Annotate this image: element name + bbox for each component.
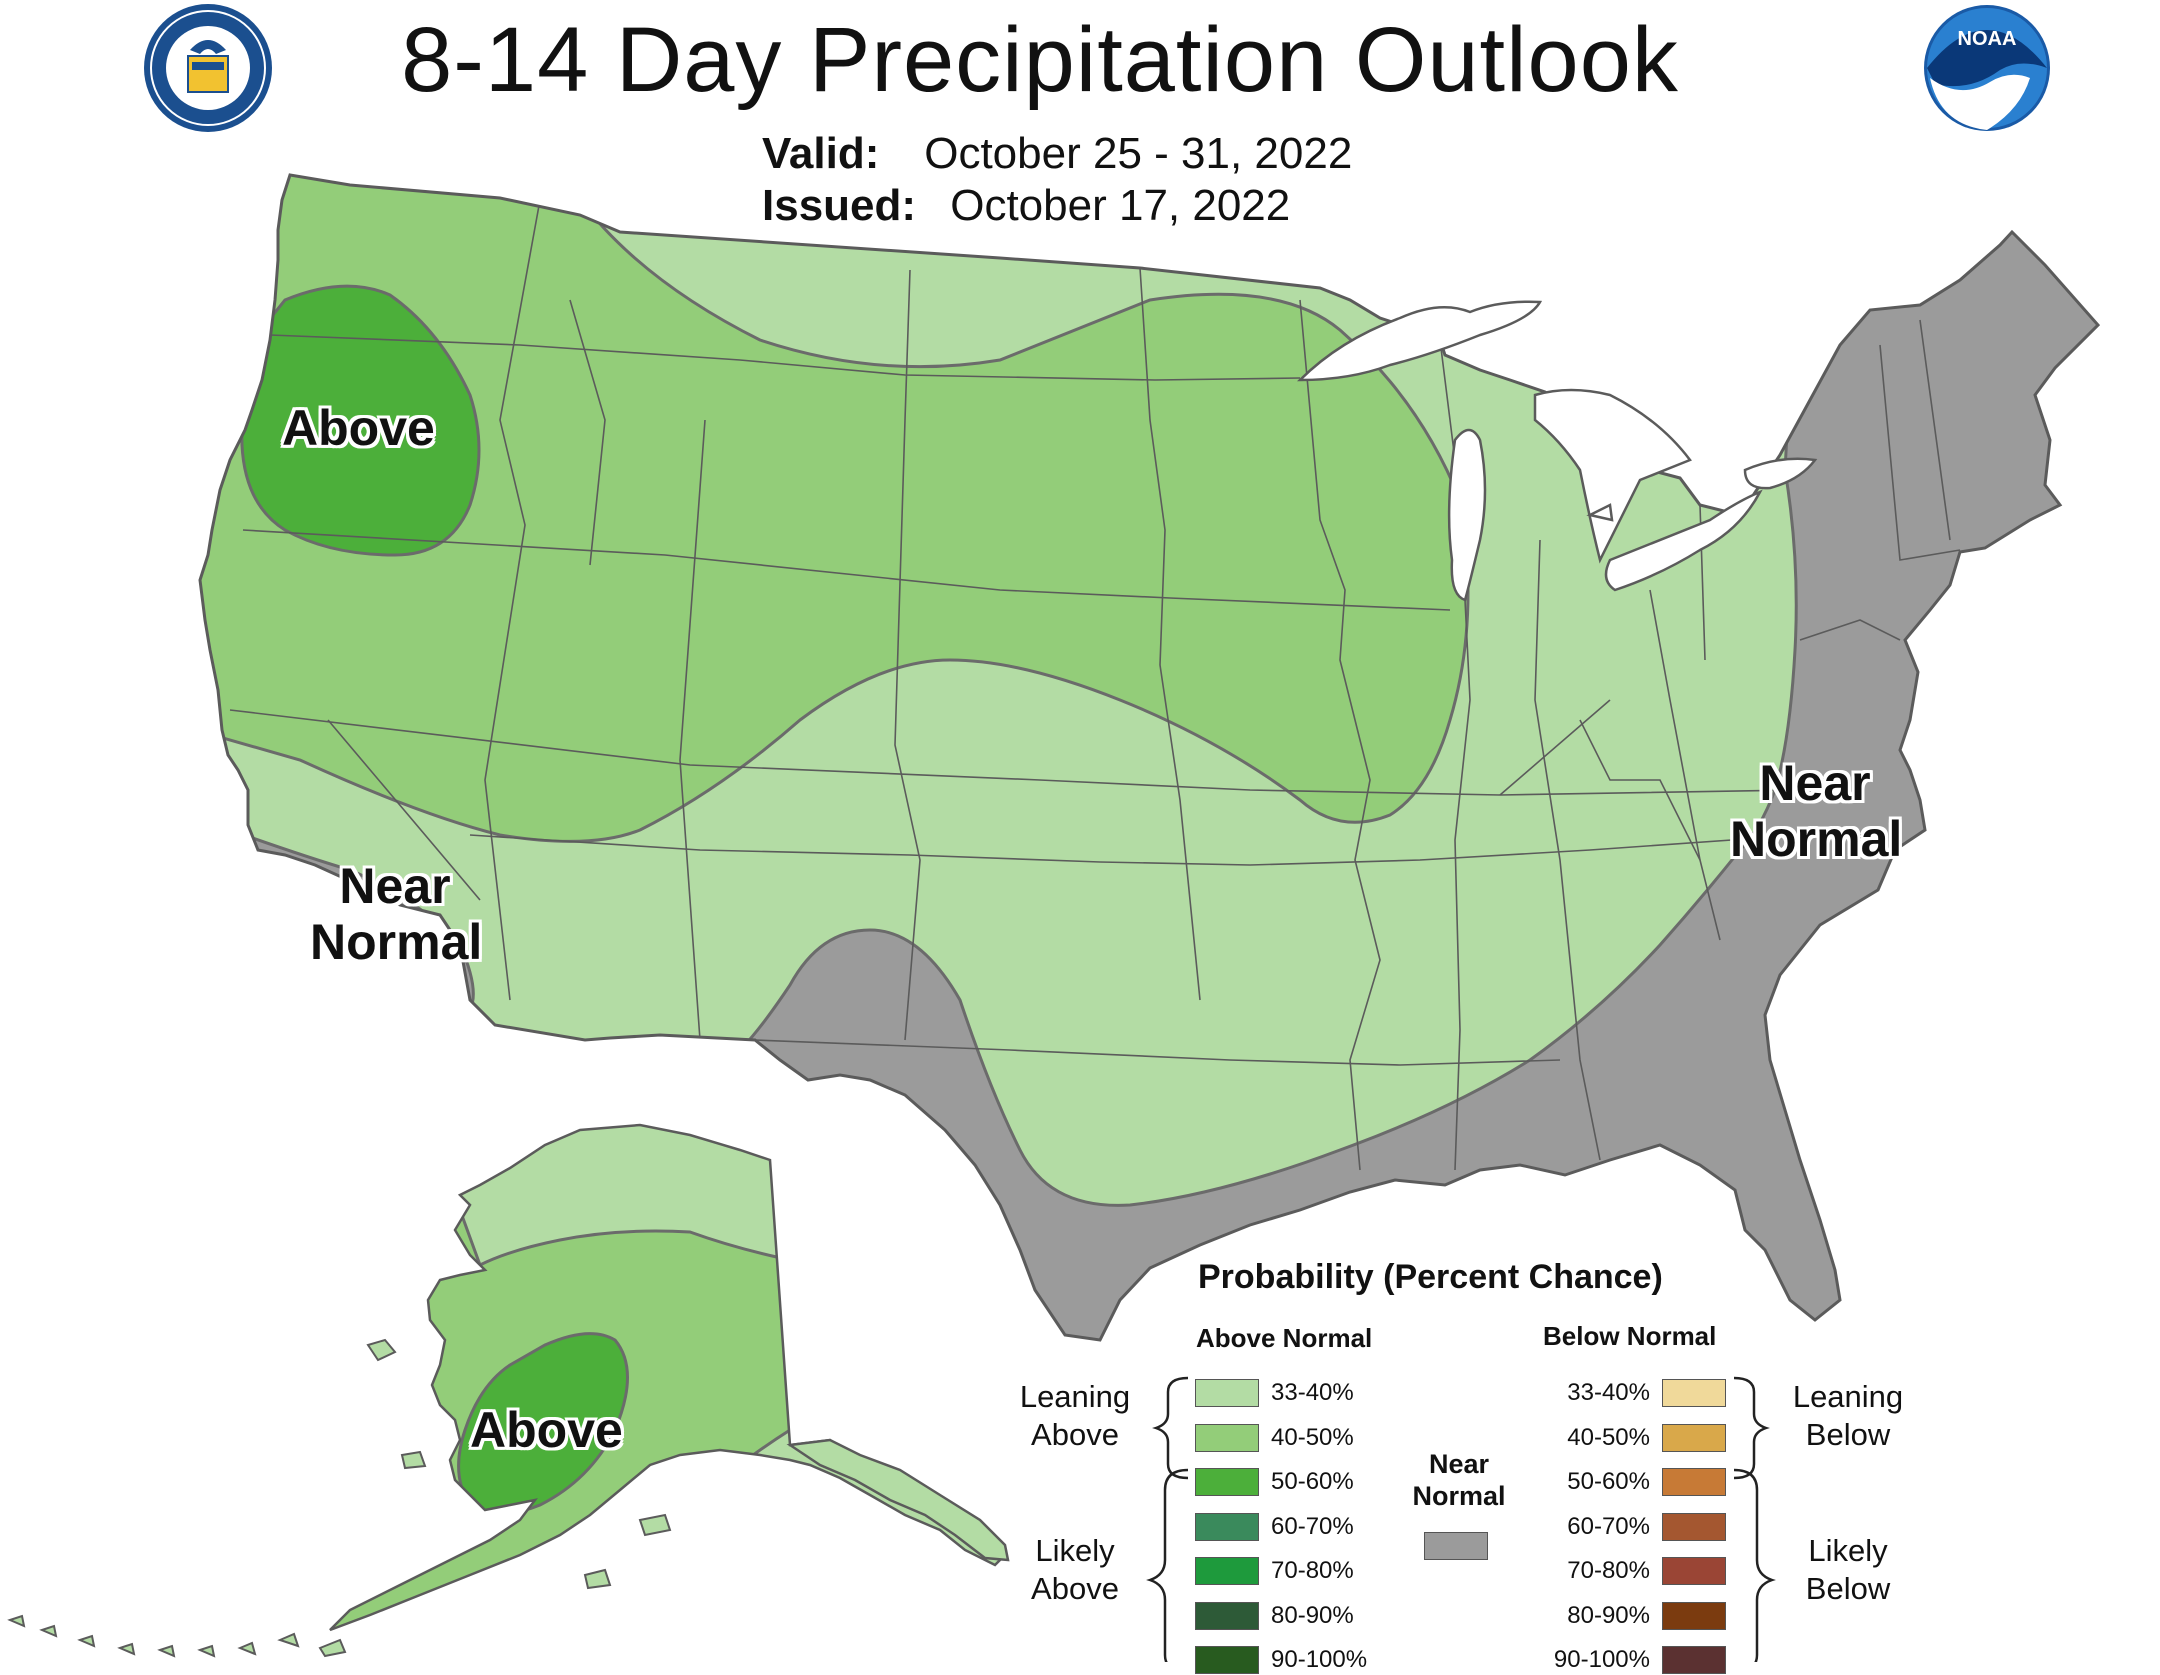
legend-swatch-label: 50-60% xyxy=(1271,1468,1354,1495)
near-normal-line2: Normal xyxy=(1412,1481,1506,1511)
legend-swatch xyxy=(1195,1423,1259,1452)
brace-likely-below xyxy=(1733,1468,1776,1662)
brace-leaning-below xyxy=(1733,1376,1770,1480)
legend-above-item-2: 40-50% xyxy=(1195,1423,1366,1453)
likely-above-line1: Likely xyxy=(1035,1533,1115,1568)
label-near-normal-ca: Near Normal xyxy=(310,858,483,970)
lake-erie xyxy=(1604,489,1763,592)
legend-swatch xyxy=(1662,1423,1726,1452)
legend-swatch xyxy=(1662,1512,1726,1541)
legend-above-header: Above Normal xyxy=(1196,1323,1373,1353)
legend-swatch-label: 50-60% xyxy=(1567,1468,1650,1495)
valid-value: October 25 - 31, 2022 xyxy=(924,129,1353,178)
region-above-50-60-pnw xyxy=(240,284,481,557)
label-near-normal-east-line2: Normal xyxy=(1730,811,1903,867)
leaning-above-line1: Leaning xyxy=(1019,1379,1131,1414)
lake-huron xyxy=(1533,388,1692,564)
legend-below-item-4: 60-70% xyxy=(1540,1512,1726,1542)
likely-below-line2: Below xyxy=(1805,1571,1891,1606)
lake-ontario xyxy=(1743,457,1818,490)
legend-swatch-label: 33-40% xyxy=(1567,1379,1650,1406)
noaa-logo-text: NOAA xyxy=(1957,28,2017,50)
legend-near-normal-label: Near Normal xyxy=(1404,1448,1514,1512)
noaa-logo xyxy=(1924,5,2050,131)
legend-swatch-label: 40-50% xyxy=(1567,1423,1650,1451)
state-borders xyxy=(229,199,1961,1171)
legend-below-item-3: 50-60% xyxy=(1540,1467,1726,1497)
commerce-seal-logo xyxy=(144,4,272,132)
legend-swatch xyxy=(1195,1379,1259,1407)
legend-swatch-label: 60-70% xyxy=(1567,1512,1650,1540)
alaska-above-50-60 xyxy=(457,1332,629,1517)
valid-row: Valid: October 25 - 31, 2022 xyxy=(762,128,1352,180)
brace-leaning-above xyxy=(1152,1376,1189,1480)
brace-likely-above xyxy=(1146,1468,1189,1662)
legend-swatch-label: 80-90% xyxy=(1567,1601,1650,1629)
legend-swatch xyxy=(1195,1601,1259,1630)
valid-label: Valid: xyxy=(762,129,880,178)
legend-above-item-3: 50-60% xyxy=(1195,1467,1366,1497)
legend-swatch-label: 33-40% xyxy=(1271,1379,1354,1406)
legend-swatch xyxy=(1662,1601,1726,1630)
legend-swatch-label: 80-90% xyxy=(1271,1601,1354,1629)
issued-value: October 17, 2022 xyxy=(950,181,1291,230)
lake-st-clair xyxy=(1586,503,1614,522)
issued-row: Issued: October 17, 2022 xyxy=(762,180,1352,232)
legend-likely-above-label: Likely Above xyxy=(1010,1532,1140,1608)
legend-swatch xyxy=(1195,1557,1259,1585)
label-above-alaska: Above xyxy=(470,1402,623,1458)
alaska-islands xyxy=(7,1338,672,1658)
likely-above-line2: Above xyxy=(1031,1571,1119,1606)
legend-above-item-4: 60-70% xyxy=(1195,1512,1366,1542)
legend-swatch xyxy=(1662,1468,1726,1496)
legend-above-item-5: 70-80% xyxy=(1195,1556,1366,1586)
page-title: 8-14 Day Precipitation Outlook xyxy=(401,9,1679,111)
lake-michigan xyxy=(1447,428,1487,602)
legend-leaning-above-label: Leaning Above xyxy=(1010,1378,1140,1454)
legend-near-normal-swatch xyxy=(1424,1532,1488,1560)
legend-title: Probability (Percent Chance) xyxy=(1198,1258,1663,1296)
leaning-above-line2: Above xyxy=(1031,1417,1119,1452)
label-above-pnw: Above xyxy=(282,400,435,456)
legend-swatch-label: 70-80% xyxy=(1567,1557,1650,1584)
legend-leaning-below-label: Leaning Below xyxy=(1783,1378,1913,1454)
legend-likely-below-label: Likely Below xyxy=(1783,1532,1913,1608)
legend-below-item-5: 70-80% xyxy=(1540,1556,1726,1586)
near-normal-line1: Near xyxy=(1428,1449,1490,1479)
label-near-normal-ca-line2: Normal xyxy=(310,914,483,970)
label-near-normal-east-line1: Near xyxy=(1759,755,1871,811)
date-block: Valid: October 25 - 31, 2022 Issued: Oct… xyxy=(762,128,1352,232)
leaning-below-line2: Below xyxy=(1805,1417,1891,1452)
likely-below-line1: Likely xyxy=(1808,1533,1888,1568)
legend-swatch xyxy=(1662,1379,1726,1407)
legend-swatch-label: 40-50% xyxy=(1271,1423,1354,1451)
legend-below-header: Below Normal xyxy=(1543,1321,1717,1351)
legend-swatch-label: 70-80% xyxy=(1271,1557,1354,1584)
label-near-normal-ca-line1: Near xyxy=(339,858,451,914)
legend-below-item-1: 33-40% xyxy=(1540,1378,1726,1408)
great-lakes xyxy=(1296,300,1818,602)
legend-above-item-6: 80-90% xyxy=(1195,1601,1366,1631)
legend-below-item-2: 40-50% xyxy=(1540,1423,1726,1453)
legend-swatch xyxy=(1195,1468,1259,1496)
legend-swatch xyxy=(1195,1512,1259,1541)
legend-swatch-label: 60-70% xyxy=(1271,1512,1354,1540)
legend-swatch xyxy=(1662,1557,1726,1585)
leaning-below-line1: Leaning xyxy=(1792,1379,1904,1414)
label-near-normal-east: Near Normal xyxy=(1730,755,1903,867)
lake-superior xyxy=(1296,300,1543,382)
issued-label: Issued: xyxy=(762,181,917,230)
legend-above-item-1: 33-40% xyxy=(1195,1378,1366,1408)
alaska-panhandle xyxy=(786,1438,1010,1562)
legend-below-item-6: 80-90% xyxy=(1540,1601,1726,1631)
